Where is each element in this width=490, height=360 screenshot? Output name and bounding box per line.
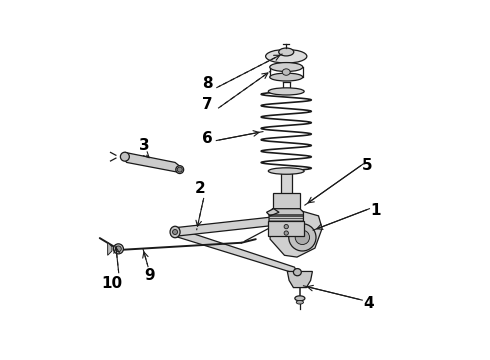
Ellipse shape xyxy=(176,166,184,174)
Ellipse shape xyxy=(294,269,301,276)
Polygon shape xyxy=(108,242,112,255)
Circle shape xyxy=(284,225,289,229)
Polygon shape xyxy=(175,228,298,274)
Polygon shape xyxy=(270,209,322,257)
Circle shape xyxy=(172,229,177,234)
Circle shape xyxy=(295,230,310,244)
Text: 10: 10 xyxy=(102,276,123,292)
Ellipse shape xyxy=(282,69,290,75)
Circle shape xyxy=(177,167,182,172)
Text: 5: 5 xyxy=(362,158,372,173)
Ellipse shape xyxy=(269,168,304,174)
Text: 6: 6 xyxy=(202,131,213,146)
Ellipse shape xyxy=(266,49,307,63)
Ellipse shape xyxy=(113,244,123,254)
Text: 4: 4 xyxy=(364,296,374,311)
Polygon shape xyxy=(272,193,300,209)
Polygon shape xyxy=(267,209,279,216)
Ellipse shape xyxy=(269,88,304,95)
Text: 7: 7 xyxy=(202,97,213,112)
Polygon shape xyxy=(287,271,313,288)
Circle shape xyxy=(289,224,316,251)
Text: 2: 2 xyxy=(195,181,205,197)
Polygon shape xyxy=(175,216,279,236)
Ellipse shape xyxy=(270,73,303,81)
Ellipse shape xyxy=(121,152,129,161)
Circle shape xyxy=(284,231,289,235)
Ellipse shape xyxy=(279,48,294,56)
Polygon shape xyxy=(123,152,180,172)
Polygon shape xyxy=(269,221,304,235)
Text: 1: 1 xyxy=(370,203,381,218)
Text: 9: 9 xyxy=(145,267,155,283)
Polygon shape xyxy=(269,209,303,221)
Ellipse shape xyxy=(295,296,305,301)
Ellipse shape xyxy=(170,226,180,238)
Ellipse shape xyxy=(296,301,303,304)
Polygon shape xyxy=(280,173,292,194)
Ellipse shape xyxy=(116,246,122,252)
Ellipse shape xyxy=(270,63,303,72)
Text: 8: 8 xyxy=(202,76,213,91)
Text: 3: 3 xyxy=(139,139,150,153)
